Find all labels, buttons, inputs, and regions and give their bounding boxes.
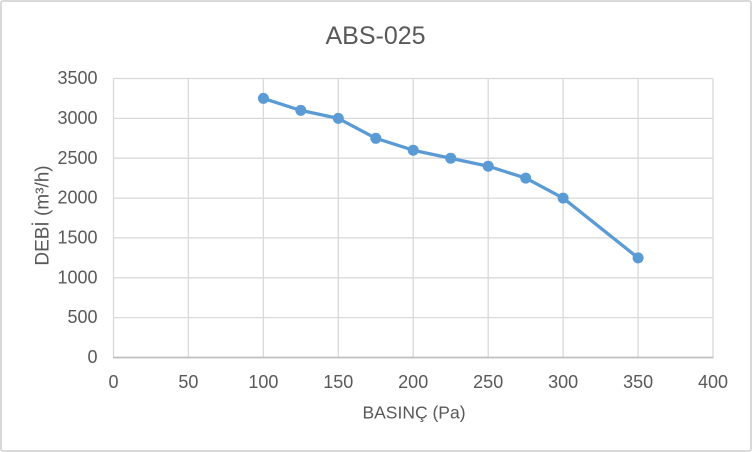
svg-text:300: 300 (548, 372, 578, 392)
svg-text:250: 250 (473, 372, 503, 392)
svg-text:DEBİ (m³/h): DEBİ (m³/h) (33, 165, 54, 265)
svg-text:150: 150 (323, 372, 353, 392)
svg-text:400: 400 (698, 372, 728, 392)
svg-text:BASINÇ (Pa): BASINÇ (Pa) (362, 402, 465, 422)
svg-text:0: 0 (108, 372, 118, 392)
svg-text:350: 350 (623, 372, 653, 392)
svg-text:2500: 2500 (57, 148, 97, 168)
svg-text:200: 200 (398, 372, 428, 392)
svg-text:100: 100 (248, 372, 278, 392)
svg-text:ABS-025: ABS-025 (325, 22, 425, 50)
svg-text:1000: 1000 (57, 267, 97, 287)
svg-text:500: 500 (67, 307, 97, 327)
svg-text:3500: 3500 (57, 68, 97, 88)
svg-text:2000: 2000 (57, 188, 97, 208)
svg-text:0: 0 (87, 347, 97, 367)
svg-text:3000: 3000 (57, 108, 97, 128)
svg-text:50: 50 (178, 372, 198, 392)
svg-text:1500: 1500 (57, 228, 97, 248)
